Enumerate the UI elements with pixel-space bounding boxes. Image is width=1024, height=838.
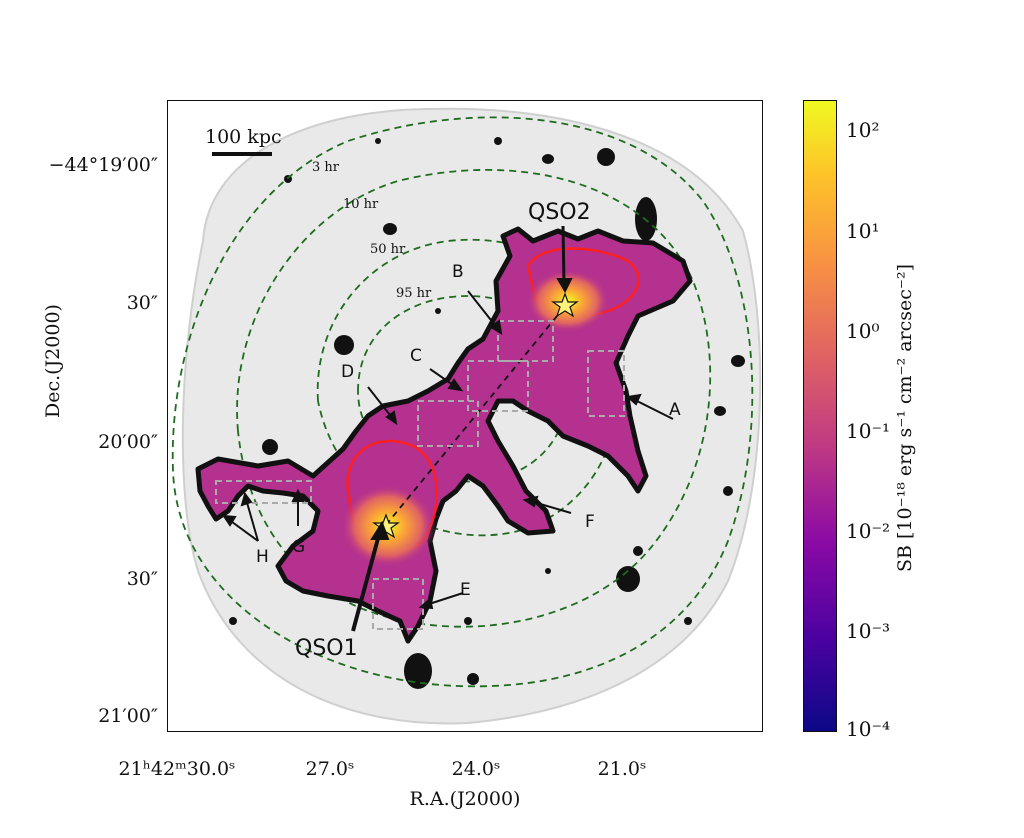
map-panel [167,100,763,732]
annotation-arrows [222,225,674,632]
label-3hr: 3 hr [312,160,339,175]
region-label-f: F [585,512,595,532]
colorbar-tick: 10⁰ [846,319,880,343]
qso2-star [551,292,579,318]
region-label-h: H [256,547,269,567]
contour-10hr [236,169,712,628]
colorbar-label: SB [10⁻¹⁸ erg s⁻¹ cm⁻² arcsec⁻²] [894,264,916,572]
x-tick-label: 27.0ˢ [305,758,355,780]
y-tick-label: 20′00″ [98,431,158,453]
y-tick-label: 30″ [126,568,158,590]
label-10hr: 10 hr [343,197,379,212]
x-axis-label: R.A.(J2000) [409,788,521,810]
label-50hr: 50 hr [370,242,406,257]
colorbar-tick: 10⁻³ [846,619,891,643]
y-tick-label: 30″ [126,292,158,314]
y-tick-label: 21′00″ [98,705,158,727]
region-label-a: A [669,400,681,420]
background-sources [229,137,745,689]
colorbar-tick: 10¹ [846,219,880,243]
colorbar-tick: 10⁻¹ [846,419,891,443]
colorbar-tick: 10² [846,118,880,142]
scalebar-line [212,152,272,156]
qso1-label: QSO1 [295,636,358,661]
colorbar-tick: 10⁻² [846,519,891,543]
y-axis-label: Dec.(J2000) [42,304,64,418]
colorbar-tick: 10⁻⁴ [846,717,891,741]
region-label-d: D [341,362,355,382]
colorbar [803,100,837,732]
x-tick-label: 21.0ˢ [597,758,647,780]
region-label-e: E [460,580,471,600]
qso2-label: QSO2 [528,200,591,225]
map-image [171,107,762,725]
label-95hr: 95 hr [396,286,432,301]
region-label-b: B [452,262,464,282]
contour-3hr [171,116,754,688]
region-label-c: C [410,346,422,366]
x-tick-label: 21ʰ42ᵐ30.0ˢ [118,758,236,780]
region-label-g: G [292,537,306,557]
scalebar-label: 100 kpc [205,126,282,148]
y-tick-label: −44°19′00″ [48,154,158,176]
x-tick-label: 24.0ˢ [451,758,501,780]
